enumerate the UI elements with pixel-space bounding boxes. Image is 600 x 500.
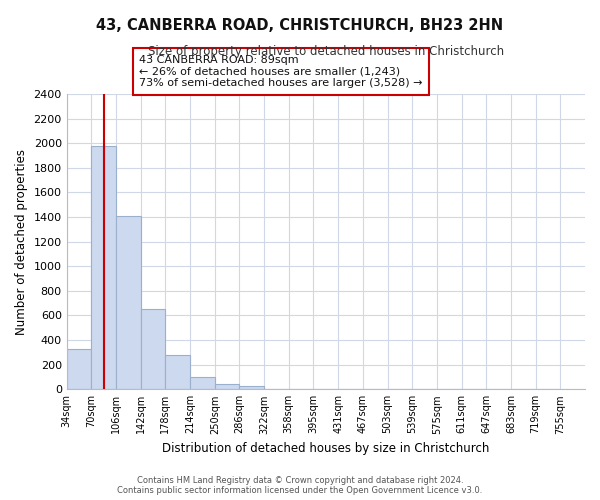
Title: Size of property relative to detached houses in Christchurch: Size of property relative to detached ho…: [148, 45, 504, 58]
Bar: [190, 377, 215, 390]
Text: 43, CANBERRA ROAD, CHRISTCHURCH, BH23 2HN: 43, CANBERRA ROAD, CHRISTCHURCH, BH23 2H…: [97, 18, 503, 32]
Bar: [166, 356, 190, 390]
Text: Contains HM Land Registry data © Crown copyright and database right 2024.
Contai: Contains HM Land Registry data © Crown c…: [118, 476, 482, 495]
Text: 43 CANBERRA ROAD: 89sqm
← 26% of detached houses are smaller (1,243)
73% of semi: 43 CANBERRA ROAD: 89sqm ← 26% of detache…: [139, 55, 423, 88]
Bar: [239, 386, 264, 390]
Y-axis label: Number of detached properties: Number of detached properties: [15, 148, 28, 334]
Bar: [67, 350, 91, 390]
X-axis label: Distribution of detached houses by size in Christchurch: Distribution of detached houses by size …: [162, 442, 490, 455]
Bar: [91, 146, 116, 390]
Bar: [116, 216, 141, 390]
Bar: [141, 310, 166, 390]
Bar: [215, 384, 239, 390]
